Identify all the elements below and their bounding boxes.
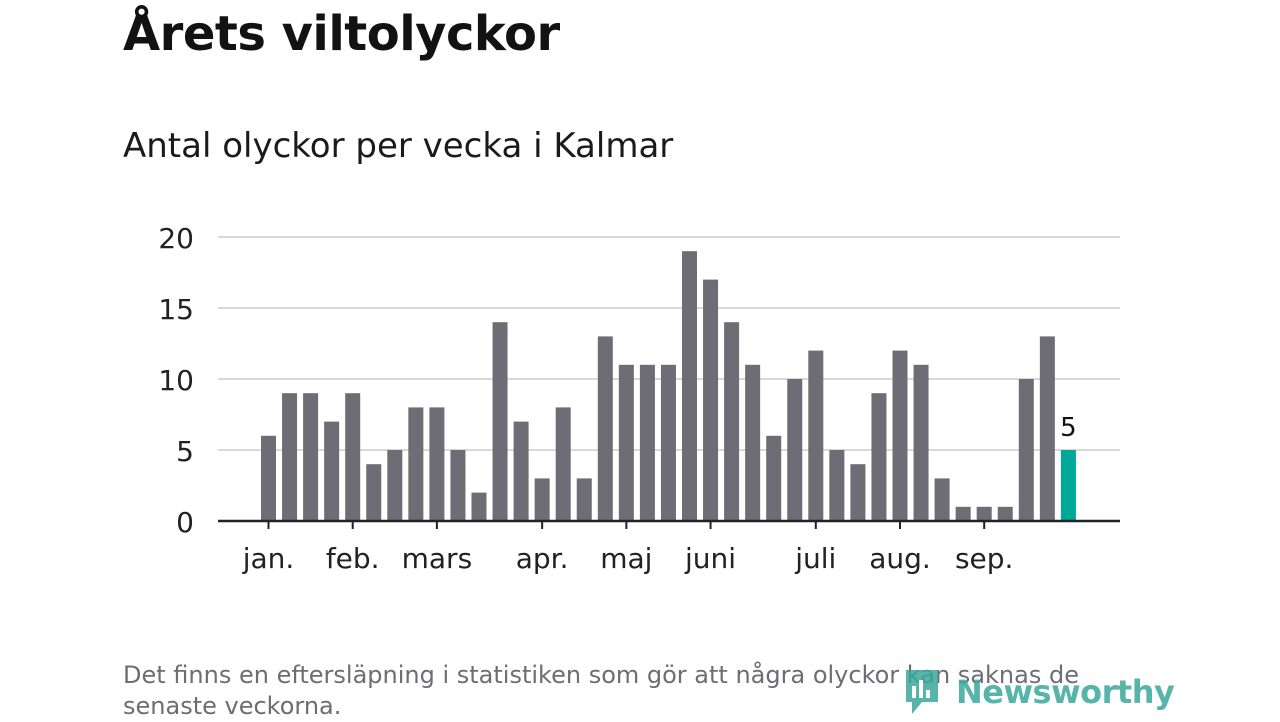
bar [639,364,655,521]
bar [892,350,908,521]
bar [576,478,592,521]
bar [261,435,276,521]
x-tick-label: jan. [242,542,295,575]
bar [345,393,361,521]
chart-title: Årets viltolyckor [123,6,560,62]
bar [724,322,740,521]
bar-chart-speech-bubble-icon [906,670,938,714]
bar [492,322,508,521]
bar [618,364,634,521]
bar [787,379,803,521]
bar [429,407,445,521]
bar [913,364,929,521]
bar [513,421,529,521]
bar [282,393,298,521]
bar [997,506,1013,521]
bar [471,492,487,521]
bar [366,464,382,521]
bar [1039,336,1055,521]
bar [555,407,571,521]
x-tick-label: juli [794,542,836,575]
bar [682,251,697,521]
bar [829,450,845,521]
x-tick-label: juni [684,542,736,575]
bar [1018,379,1034,521]
y-tick-label: 10 [158,364,194,397]
newsworthy-logo: Newsworthy [902,666,1175,718]
bar [450,450,466,521]
bar [850,464,866,521]
bar [745,364,761,521]
x-tick-label: feb. [326,542,380,575]
bar [871,393,887,521]
bar [660,364,676,521]
bar [597,336,613,521]
bar-highlighted [1060,450,1076,521]
y-tick-label: 0 [176,506,194,539]
bar [703,279,719,521]
brand-name: Newsworthy [956,673,1175,711]
data-label: 5 [1060,413,1077,443]
bars [261,251,1076,521]
y-tick-label: 5 [176,435,194,468]
bar [976,506,992,521]
chart-subtitle: Antal olyckor per vecka i Kalmar [123,126,674,166]
x-tick-label: sep. [955,542,1014,575]
y-tick-label: 15 [158,293,194,326]
bar-chart: 0 5 10 15 20 jan. feb. mars apr. maj juni juli aug.… [158,222,1120,575]
bar [808,350,824,521]
bar [408,407,424,521]
y-tick-labels: 0 5 10 15 20 [158,222,194,539]
x-tick-label: maj [600,542,652,575]
data-labels: 5 [1060,413,1077,443]
x-tick-label: mars [402,542,473,575]
bar [934,478,950,521]
bar [766,435,782,521]
bar [955,506,971,521]
x-tick-label: apr. [516,542,569,575]
x-tick-label: aug. [869,542,931,575]
y-tick-label: 20 [158,222,194,255]
bar [303,393,319,521]
x-tick-labels: jan. feb. mars apr. maj juni juli aug. sep. [242,521,1014,575]
bar [324,421,340,521]
bar [387,450,403,521]
bar [534,478,550,521]
